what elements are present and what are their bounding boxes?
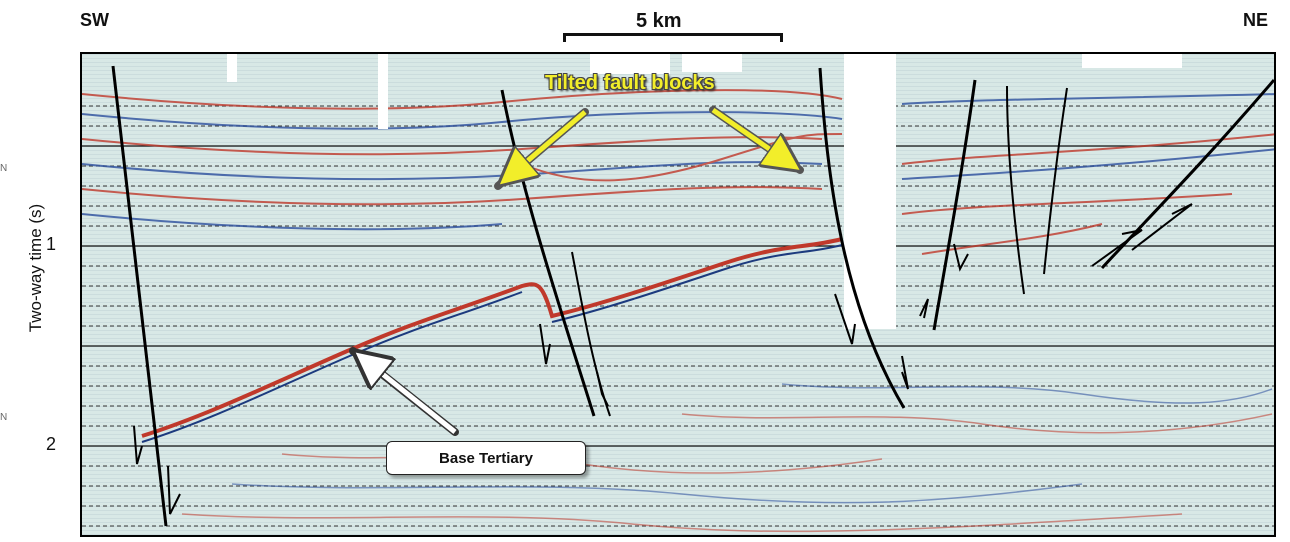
scale-label: 5 km [636, 10, 682, 32]
data-gaps [227, 54, 1182, 329]
y-tick-label-2: 2 [46, 434, 57, 454]
stray-mark-top: N [0, 163, 8, 174]
timing-lines [82, 105, 1274, 527]
scale-bar [563, 33, 783, 42]
y-tick-label-1: 1 [46, 234, 57, 254]
direction-sw-label: SW [80, 10, 109, 30]
timing-lines-major [82, 145, 1274, 447]
base-tertiary-reflector-blue [141, 244, 843, 443]
tilted-fault-blocks-label: Tilted fault blocks [545, 72, 715, 94]
upper-reflectors [82, 89, 1274, 255]
y-axis-title: Two-way time (s) [26, 203, 45, 333]
base-tertiary-label: Base Tertiary [386, 441, 586, 475]
seismic-section [80, 52, 1276, 537]
stray-mark-bottom: N [0, 412, 8, 423]
base-tertiary-reflector [141, 237, 843, 438]
slip-arrows [133, 203, 1193, 515]
fault-lines [111, 65, 1274, 527]
seismic-section-drawing [82, 54, 1274, 533]
direction-ne-label: NE [1243, 10, 1269, 30]
